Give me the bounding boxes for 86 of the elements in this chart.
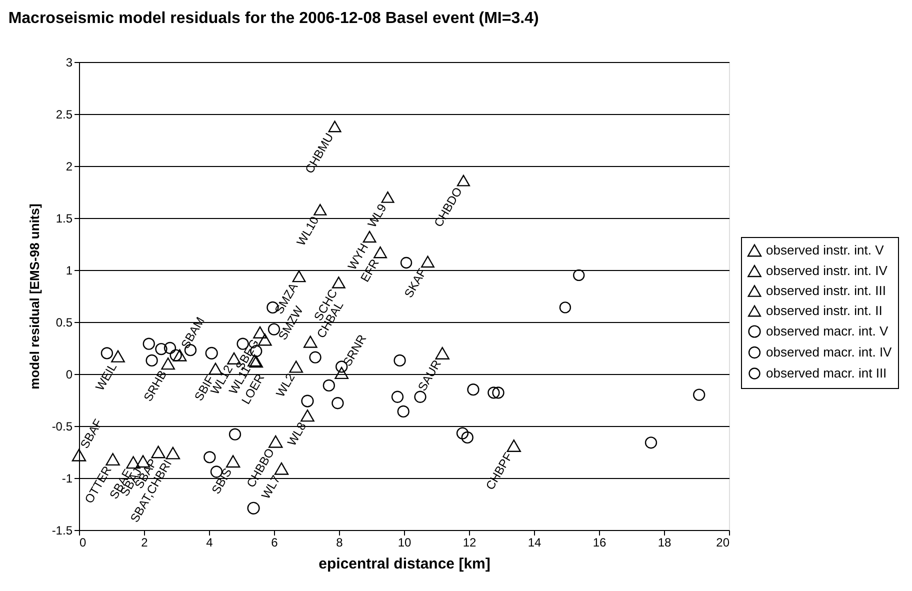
point [226, 455, 240, 468]
point [166, 446, 180, 460]
point [461, 431, 474, 444]
y-axis-title: model residual [EMS-98 units] [26, 204, 42, 390]
point [204, 451, 216, 464]
point [228, 428, 242, 440]
point [151, 446, 166, 458]
point [334, 366, 349, 380]
legend-label: observed macr. int III [766, 366, 887, 380]
point [362, 230, 376, 243]
y-tick-label: 3 [66, 56, 73, 70]
point [397, 405, 410, 418]
point [394, 354, 406, 367]
point [573, 269, 585, 282]
x-tick-label: 18 [658, 536, 672, 550]
x-axis-title: epicentral distance [km] [318, 556, 490, 572]
point [161, 358, 175, 370]
point [322, 379, 335, 392]
x-tick-label: 6 [271, 536, 278, 550]
point [381, 191, 394, 203]
chart-title: Macroseismic model residuals for the 2006-12-08 Basel event (MI=3.4) [8, 10, 539, 27]
y-tick-label: 2.5 [56, 108, 73, 122]
point [289, 360, 304, 373]
point [693, 388, 706, 401]
x-tick-label: 0 [80, 536, 86, 550]
point [205, 346, 218, 360]
point [111, 350, 125, 362]
y-tick-label: -1 [62, 472, 73, 486]
point [268, 435, 283, 448]
y-tick-label: -0.5 [52, 420, 73, 434]
point [332, 276, 346, 288]
point [303, 336, 318, 348]
point [106, 453, 120, 466]
x-tick-label: 2 [141, 536, 148, 550]
legend-label: observed macr. int. IV [766, 344, 892, 360]
legend-label: observed instr. int. III [766, 283, 886, 298]
point [414, 390, 426, 403]
legend-label: observed macr. int. V [766, 324, 888, 338]
point [247, 502, 260, 514]
point [258, 334, 272, 346]
point [328, 120, 342, 132]
point [172, 349, 187, 362]
point [301, 394, 314, 408]
x-tick-label: 10 [398, 536, 412, 550]
x-tick-label: 4 [206, 536, 214, 550]
x-tick-label: 8 [336, 536, 344, 550]
point [146, 354, 158, 367]
point [164, 342, 176, 354]
y-tick-label: 0.5 [56, 316, 73, 330]
y-tick-label: 1.5 [56, 212, 73, 226]
point [274, 462, 289, 475]
point [100, 347, 114, 360]
point [467, 384, 480, 396]
point [400, 256, 412, 269]
y-tick-label: 0 [66, 368, 73, 382]
x-tick-label: 14 [528, 536, 542, 550]
y-tick-label: 1 [66, 264, 73, 278]
point [374, 246, 387, 258]
point [253, 326, 267, 338]
y-tick-label: 2 [66, 160, 73, 174]
x-tick-label: 16 [592, 536, 606, 550]
legend-label: observed instr. int. II [766, 303, 882, 318]
point [142, 338, 155, 350]
point [492, 386, 504, 399]
point [332, 397, 344, 410]
point [309, 351, 322, 364]
point [421, 256, 434, 268]
point [456, 427, 469, 440]
point [391, 390, 404, 403]
x-tick-label: 20 [716, 536, 730, 550]
point [314, 204, 327, 216]
y-tick-label: -1.5 [52, 524, 73, 538]
legend-label: observed instr. int. V [766, 242, 884, 258]
point [506, 440, 521, 452]
point [155, 342, 168, 356]
legend-label: observed instr. int. IV [766, 263, 888, 278]
point [170, 349, 182, 362]
point [435, 346, 450, 360]
point [456, 174, 470, 186]
point [292, 270, 306, 282]
point [644, 436, 658, 449]
point [488, 386, 500, 399]
x-tick-label: 12 [462, 536, 476, 550]
point [300, 410, 314, 422]
point [559, 302, 572, 314]
point [72, 448, 86, 462]
